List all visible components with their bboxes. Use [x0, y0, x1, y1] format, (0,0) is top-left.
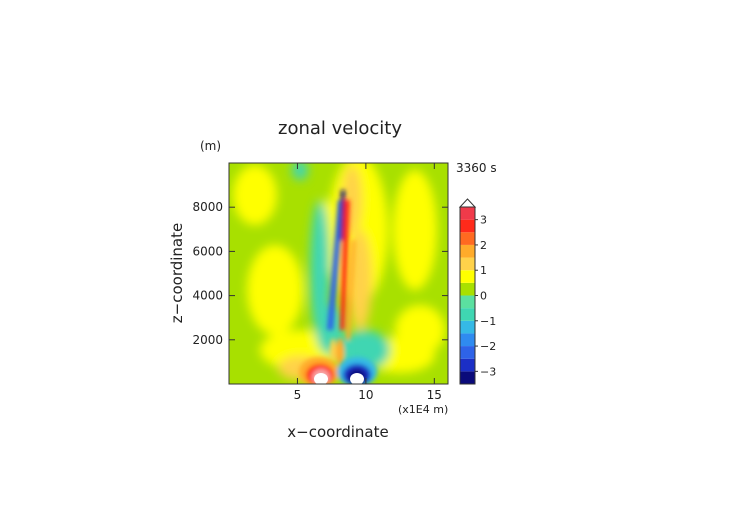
y-tick-label: 2000 — [192, 333, 223, 347]
positive-region — [247, 245, 303, 335]
colorbar-swatch — [460, 346, 475, 359]
negative-band — [345, 340, 351, 364]
colorbar-swatch — [460, 207, 475, 220]
plot-frame — [228, 162, 449, 385]
colorbar-swatch — [460, 232, 475, 245]
colorbar-tick-label: 1 — [480, 264, 487, 277]
colorbar-swatch — [460, 333, 475, 347]
y-tick-label: 8000 — [192, 200, 223, 214]
chart-title: zonal velocity — [278, 118, 402, 139]
positive-region — [393, 170, 437, 290]
positive-band — [346, 240, 356, 340]
contour-field — [229, 163, 448, 384]
x-unit-label: (x1E4 m) — [398, 403, 448, 416]
colorbar-tick-label: −2 — [480, 340, 496, 353]
x-tick-label: 15 — [427, 388, 442, 402]
y-unit-label: (m) — [200, 139, 221, 153]
time-label: 3360 s — [456, 161, 497, 175]
y-tick-label: 4000 — [192, 289, 223, 303]
negative-band — [327, 200, 344, 330]
x-axis-title: x−coordinate — [287, 423, 388, 441]
colorbar-swatch — [460, 371, 475, 384]
positive-band — [336, 338, 344, 366]
colorbar-tick-label: −1 — [480, 315, 496, 328]
colorbar-swatch — [460, 295, 475, 309]
x-tick-label: 10 — [358, 388, 373, 402]
x-tick-label: 5 — [294, 388, 302, 402]
colorbar-swatch — [460, 257, 475, 271]
colorbar-tick-label: 2 — [480, 239, 487, 252]
positive-region — [233, 165, 277, 225]
colorbar-swatch — [460, 282, 475, 296]
negative-region — [292, 163, 308, 180]
colorbar-swatch — [460, 270, 475, 283]
negative-region — [310, 200, 330, 340]
colorbar-overflow-triangle — [458, 198, 477, 208]
y-axis: 2000 4000 6000 8000 — [192, 200, 448, 347]
positive-band — [340, 200, 350, 330]
colorbar-swatch — [460, 244, 475, 258]
colorbar-tick-label: −3 — [480, 365, 496, 378]
colorbar-swatch — [460, 219, 475, 233]
colorbar-swatch — [460, 320, 475, 334]
colorbar-swatch — [460, 358, 475, 372]
colorbar: 3 2 1 0 −1 −2 −3 — [458, 198, 496, 385]
colorbar-tick-label: 0 — [480, 290, 487, 303]
y-tick-label: 6000 — [192, 244, 223, 258]
positive-band — [330, 338, 336, 362]
colorbar-tick-label: 3 — [480, 214, 487, 227]
x-axis: 5 10 15 — [294, 163, 442, 402]
overflow-positive-core — [314, 373, 328, 384]
overflow-negative-core — [350, 373, 364, 384]
colorbar-swatch — [460, 308, 475, 321]
y-axis-title: z−coordinate — [168, 223, 186, 323]
